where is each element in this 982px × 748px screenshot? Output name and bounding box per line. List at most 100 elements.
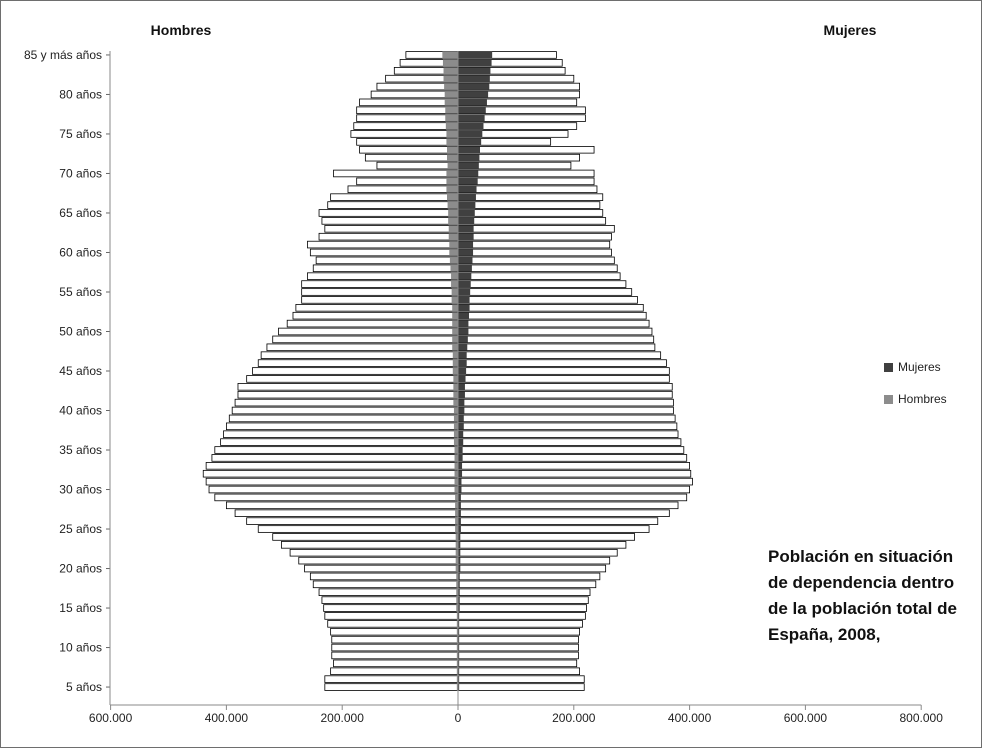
bar-hombres-dependencia-12 [456, 628, 458, 636]
legend-item-hombres: Hombres [884, 389, 947, 409]
bar-hombres-total-38 [225, 422, 459, 431]
bar-mujeres-dependencia-83 [458, 67, 491, 75]
bar-hombres-total-17 [318, 588, 459, 596]
bar-mujeres-total-7 [457, 667, 580, 676]
right-header: Mujeres [824, 22, 877, 38]
bar-mujeres-dependencia-54 [458, 296, 470, 304]
bar-hombres-dependencia-74 [446, 138, 458, 146]
bar-mujeres-total-68 [457, 185, 598, 194]
bar-hombres-total-35 [214, 446, 459, 454]
bar-hombres-dependencia-16 [456, 596, 458, 604]
bar-hombres-total-19 [309, 572, 459, 581]
bar-hombres-total-5 [324, 683, 459, 691]
bar-hombres-total-7 [330, 667, 459, 676]
bar-mujeres-dependencia-6 [458, 675, 460, 683]
bar-mujeres-dependencia-20 [458, 565, 461, 572]
bar-mujeres-dependencia-75 [458, 130, 483, 138]
y-tick-label: 5 años [66, 680, 102, 694]
bar-hombres-dependencia-58 [450, 264, 458, 272]
bar-hombres-dependencia-42 [453, 391, 458, 399]
bar-hombres-dependencia-83 [443, 67, 458, 75]
bar-mujeres-dependencia-57 [458, 272, 472, 280]
bar-hombres-dependencia-27 [455, 509, 458, 517]
x-tick-label: 400.000 [205, 711, 249, 725]
bar-mujeres-total-16 [457, 596, 589, 604]
bar-mujeres-total-9 [457, 651, 579, 660]
bar-hombres-dependencia-66 [447, 201, 458, 209]
bar-hombres-total-8 [333, 659, 459, 668]
bar-hombres-total-39 [228, 414, 459, 423]
bar-mujeres-total-49 [457, 335, 655, 344]
bar-hombres-total-32 [202, 469, 459, 478]
bar-hombres-total-56 [301, 280, 459, 288]
bar-mujeres-dependencia-66 [458, 201, 476, 209]
bar-mujeres-total-25 [457, 525, 650, 533]
bar-mujeres-dependencia-78 [458, 106, 486, 114]
bar-hombres-total-66 [327, 201, 459, 209]
bar-mujeres-dependencia-67 [458, 193, 476, 201]
bar-mujeres-dependencia-70 [458, 170, 479, 177]
bar-mujeres-dependencia-41 [458, 399, 465, 406]
x-tick-label: 600.000 [784, 711, 828, 725]
bar-mujeres-dependencia-40 [458, 407, 465, 414]
bar-mujeres-dependencia-84 [458, 59, 492, 67]
bar-hombres-total-65 [318, 209, 459, 217]
x-tick-label: 800.000 [900, 711, 944, 725]
bar-mujeres-total-34 [457, 454, 688, 462]
x-tick-label: 0 [455, 711, 462, 725]
bar-hombres-total-18 [312, 580, 459, 589]
bar-mujeres-dependencia-63 [458, 225, 474, 233]
bar-hombres-total-30 [208, 485, 459, 494]
bar-hombres-dependencia-76 [445, 122, 458, 130]
bar-hombres-dependencia-39 [453, 415, 458, 422]
bar-hombres-dependencia-28 [455, 501, 458, 509]
bar-mujeres-dependencia-29 [458, 494, 461, 501]
bar-mujeres-dependencia-5 [458, 683, 460, 691]
y-tick-label: 70 años [59, 166, 102, 180]
bar-mujeres-total-55 [457, 288, 633, 296]
bar-hombres-dependencia-36 [453, 438, 458, 446]
bar-hombres-dependencia-34 [454, 454, 458, 462]
bar-mujeres-total-45 [457, 367, 670, 375]
bar-mujeres-dependencia-72 [458, 154, 480, 162]
y-tick-label: 35 años [59, 443, 102, 457]
bar-mujeres-dependencia-39 [458, 415, 464, 422]
bar-hombres-dependencia-25 [455, 525, 458, 533]
y-tick-label: 60 años [59, 245, 102, 259]
bar-hombres-total-53 [295, 304, 459, 312]
bar-hombres-dependencia-67 [446, 193, 458, 201]
y-tick-label: 50 años [59, 324, 102, 338]
bar-mujeres-dependencia-36 [458, 438, 464, 446]
bar-mujeres-total-48 [457, 343, 656, 352]
bar-hombres-total-42 [237, 390, 459, 399]
bar-mujeres-dependencia-19 [458, 573, 460, 580]
bar-mujeres-dependencia-7 [458, 667, 460, 675]
bar-mujeres-total-66 [457, 201, 601, 209]
y-tick-label: 40 años [59, 404, 102, 418]
bar-hombres-dependencia-68 [446, 185, 458, 193]
bar-hombres-total-43 [237, 383, 459, 391]
bar-mujeres-dependencia-74 [458, 138, 482, 146]
bar-hombres-total-55 [301, 288, 459, 296]
bar-mujeres-dependencia-34 [458, 454, 463, 462]
bar-hombres-total-16 [321, 596, 459, 604]
bar-hombres-dependencia-80 [444, 91, 458, 98]
bar-hombres-dependencia-8 [456, 659, 458, 667]
bar-mujeres-dependencia-37 [458, 430, 464, 438]
bar-hombres-dependencia-78 [445, 106, 458, 114]
bar-mujeres-total-31 [457, 477, 693, 486]
bar-hombres-dependencia-21 [455, 557, 458, 564]
bar-hombres-dependencia-32 [454, 470, 458, 478]
bar-hombres-total-13 [327, 620, 459, 628]
bar-hombres-total-27 [234, 509, 459, 517]
bar-mujeres-dependencia-33 [458, 462, 463, 470]
bar-hombres-dependencia-54 [451, 296, 458, 304]
bar-hombres-dependencia-38 [453, 422, 458, 430]
bar-mujeres-total-30 [457, 485, 691, 494]
bar-mujeres-total-8 [457, 659, 578, 668]
legend-item-mujeres: Mujeres [884, 357, 947, 377]
bar-mujeres-dependencia-76 [458, 122, 484, 130]
bar-mujeres-total-70 [457, 169, 595, 178]
bar-hombres-dependencia-33 [454, 462, 458, 470]
bar-hombres-total-47 [260, 351, 459, 359]
